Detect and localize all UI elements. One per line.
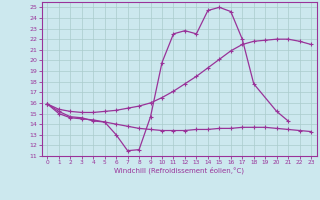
X-axis label: Windchill (Refroidissement éolien,°C): Windchill (Refroidissement éolien,°C) bbox=[114, 167, 244, 174]
